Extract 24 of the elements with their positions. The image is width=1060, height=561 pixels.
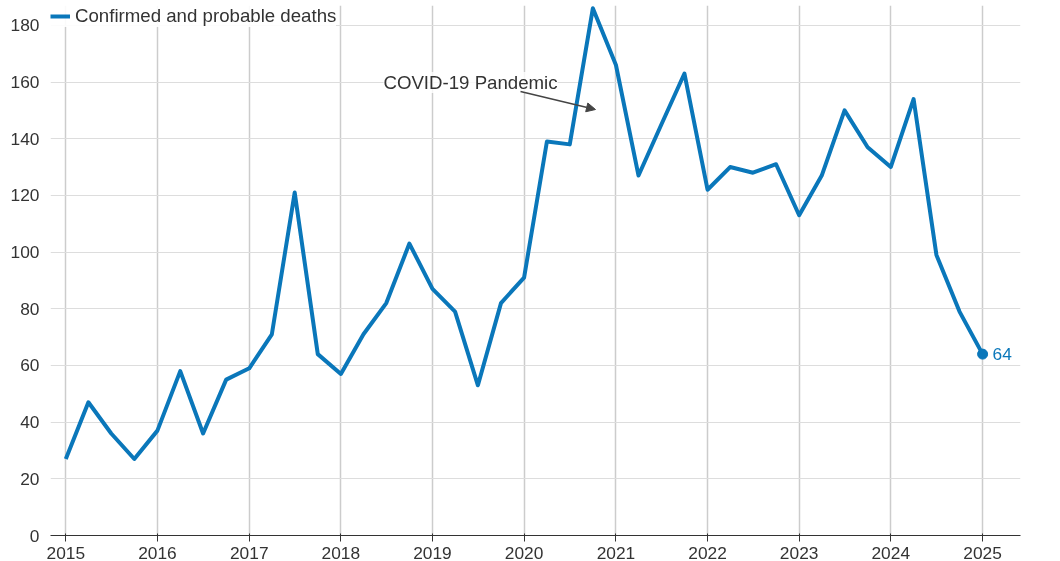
x-tick-label: 2018 bbox=[321, 542, 361, 561]
y-tick-label: 80 bbox=[20, 298, 40, 319]
x-tick-label: 2020 bbox=[504, 542, 544, 561]
x-tick-label: 2019 bbox=[413, 542, 452, 561]
x-tick-label: 2024 bbox=[871, 542, 911, 561]
y-tick-label: 40 bbox=[20, 412, 40, 433]
y-tick-label: 100 bbox=[10, 242, 40, 263]
legend-label: Confirmed and probable deaths bbox=[75, 5, 337, 27]
y-tick-label: 180 bbox=[10, 15, 40, 36]
y-tick-label: 140 bbox=[10, 128, 40, 149]
x-tick-label: 2017 bbox=[229, 542, 269, 561]
y-tick-label: 160 bbox=[10, 72, 40, 93]
y-tick-label: 60 bbox=[20, 355, 40, 376]
x-tick-label: 2015 bbox=[46, 542, 86, 561]
annotation: COVID-19 Pandemic bbox=[383, 72, 558, 93]
y-tick-label: 0 bbox=[29, 525, 40, 546]
y-tick-label: 20 bbox=[20, 468, 40, 489]
x-tick-label: 2025 bbox=[963, 542, 1002, 561]
x-tick-label: 2016 bbox=[138, 542, 177, 561]
y-tick-label: 120 bbox=[10, 185, 40, 206]
data-label: 64 bbox=[992, 344, 1013, 365]
x-tick-label: 2021 bbox=[596, 542, 636, 561]
x-tick-label: 2022 bbox=[688, 542, 727, 561]
x-tick-label: 2023 bbox=[779, 542, 819, 561]
